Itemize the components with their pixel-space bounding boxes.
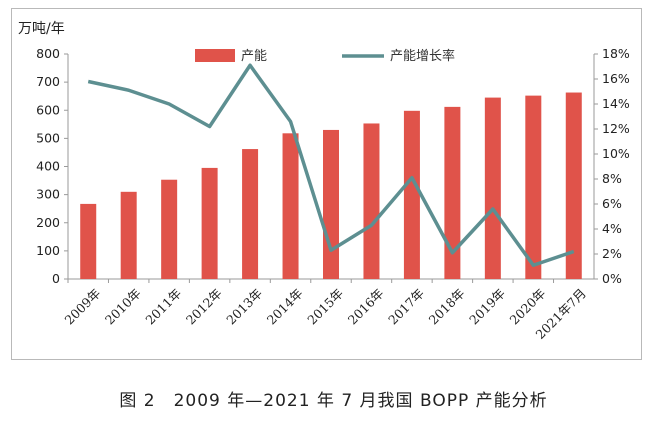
left-axis-unit: 万吨/年 xyxy=(18,21,65,37)
left-tick-label: 300 xyxy=(36,187,60,202)
x-tick-label: 2014年 xyxy=(264,286,306,328)
x-tick-label: 2013年 xyxy=(223,286,265,328)
capacity-bar xyxy=(80,203,97,279)
capacity-bar xyxy=(242,149,259,279)
bar-line-chart: 0 100 200 300 400 500 600 700 800 0% 2% 4% 6% 8% 10% 12… xyxy=(18,21,630,342)
left-tick-label: 700 xyxy=(36,74,60,89)
right-tick-label: 10% xyxy=(602,146,630,161)
right-tick-label: 4% xyxy=(602,221,622,236)
legend-line-label: 产能增长率 xyxy=(390,48,455,64)
figure-caption: 图 2 2009 年—2021 年 7 月我国 BOPP 产能分析 xyxy=(119,391,548,411)
x-tick-label: 2009年 xyxy=(61,286,103,328)
x-tick-label: 2015年 xyxy=(304,286,346,328)
capacity-bar xyxy=(363,123,380,279)
left-tick-label: 200 xyxy=(36,215,60,230)
right-tick-label: 0% xyxy=(602,271,622,286)
capacity-bar xyxy=(525,95,542,279)
left-tick-label: 100 xyxy=(36,243,60,258)
capacity-bar xyxy=(444,106,461,279)
legend-bar-swatch xyxy=(195,49,235,62)
x-tick-label: 2011年 xyxy=(142,286,184,328)
capacity-bar xyxy=(403,110,420,279)
capacity-bar xyxy=(323,129,339,279)
legend-bar-label: 产能 xyxy=(241,49,267,64)
right-tick-label: 6% xyxy=(602,196,622,211)
chart-frame: 0 100 200 300 400 500 600 700 800 0% 2% 4% 6% 8% 10% 12… xyxy=(11,8,642,360)
left-tick-label: 800 xyxy=(36,46,60,61)
x-tick-label: 2016年 xyxy=(345,286,387,328)
x-tick-label: 2017年 xyxy=(385,286,427,328)
capacity-bar xyxy=(201,167,218,279)
left-tick-label: 0 xyxy=(52,271,60,286)
left-tick-label: 400 xyxy=(36,159,60,174)
right-tick-label: 16% xyxy=(602,71,630,86)
left-tick-label: 500 xyxy=(36,130,60,145)
capacity-bar xyxy=(161,179,178,279)
capacity-bar xyxy=(282,133,299,279)
right-tick-label: 2% xyxy=(602,246,622,261)
x-tick-label: 2010年 xyxy=(102,286,144,328)
x-tick-label: 2018年 xyxy=(426,286,468,328)
right-tick-label: 18% xyxy=(602,46,630,61)
right-tick-label: 12% xyxy=(602,121,630,136)
x-tick-label: 2019年 xyxy=(466,286,508,328)
capacity-bar xyxy=(120,191,137,279)
capacity-bar xyxy=(484,97,501,279)
left-tick-label: 600 xyxy=(36,102,60,117)
capacity-bar xyxy=(565,92,582,279)
right-tick-label: 8% xyxy=(602,171,622,186)
x-tick-label: 2012年 xyxy=(183,286,225,328)
right-tick-label: 14% xyxy=(602,96,630,111)
